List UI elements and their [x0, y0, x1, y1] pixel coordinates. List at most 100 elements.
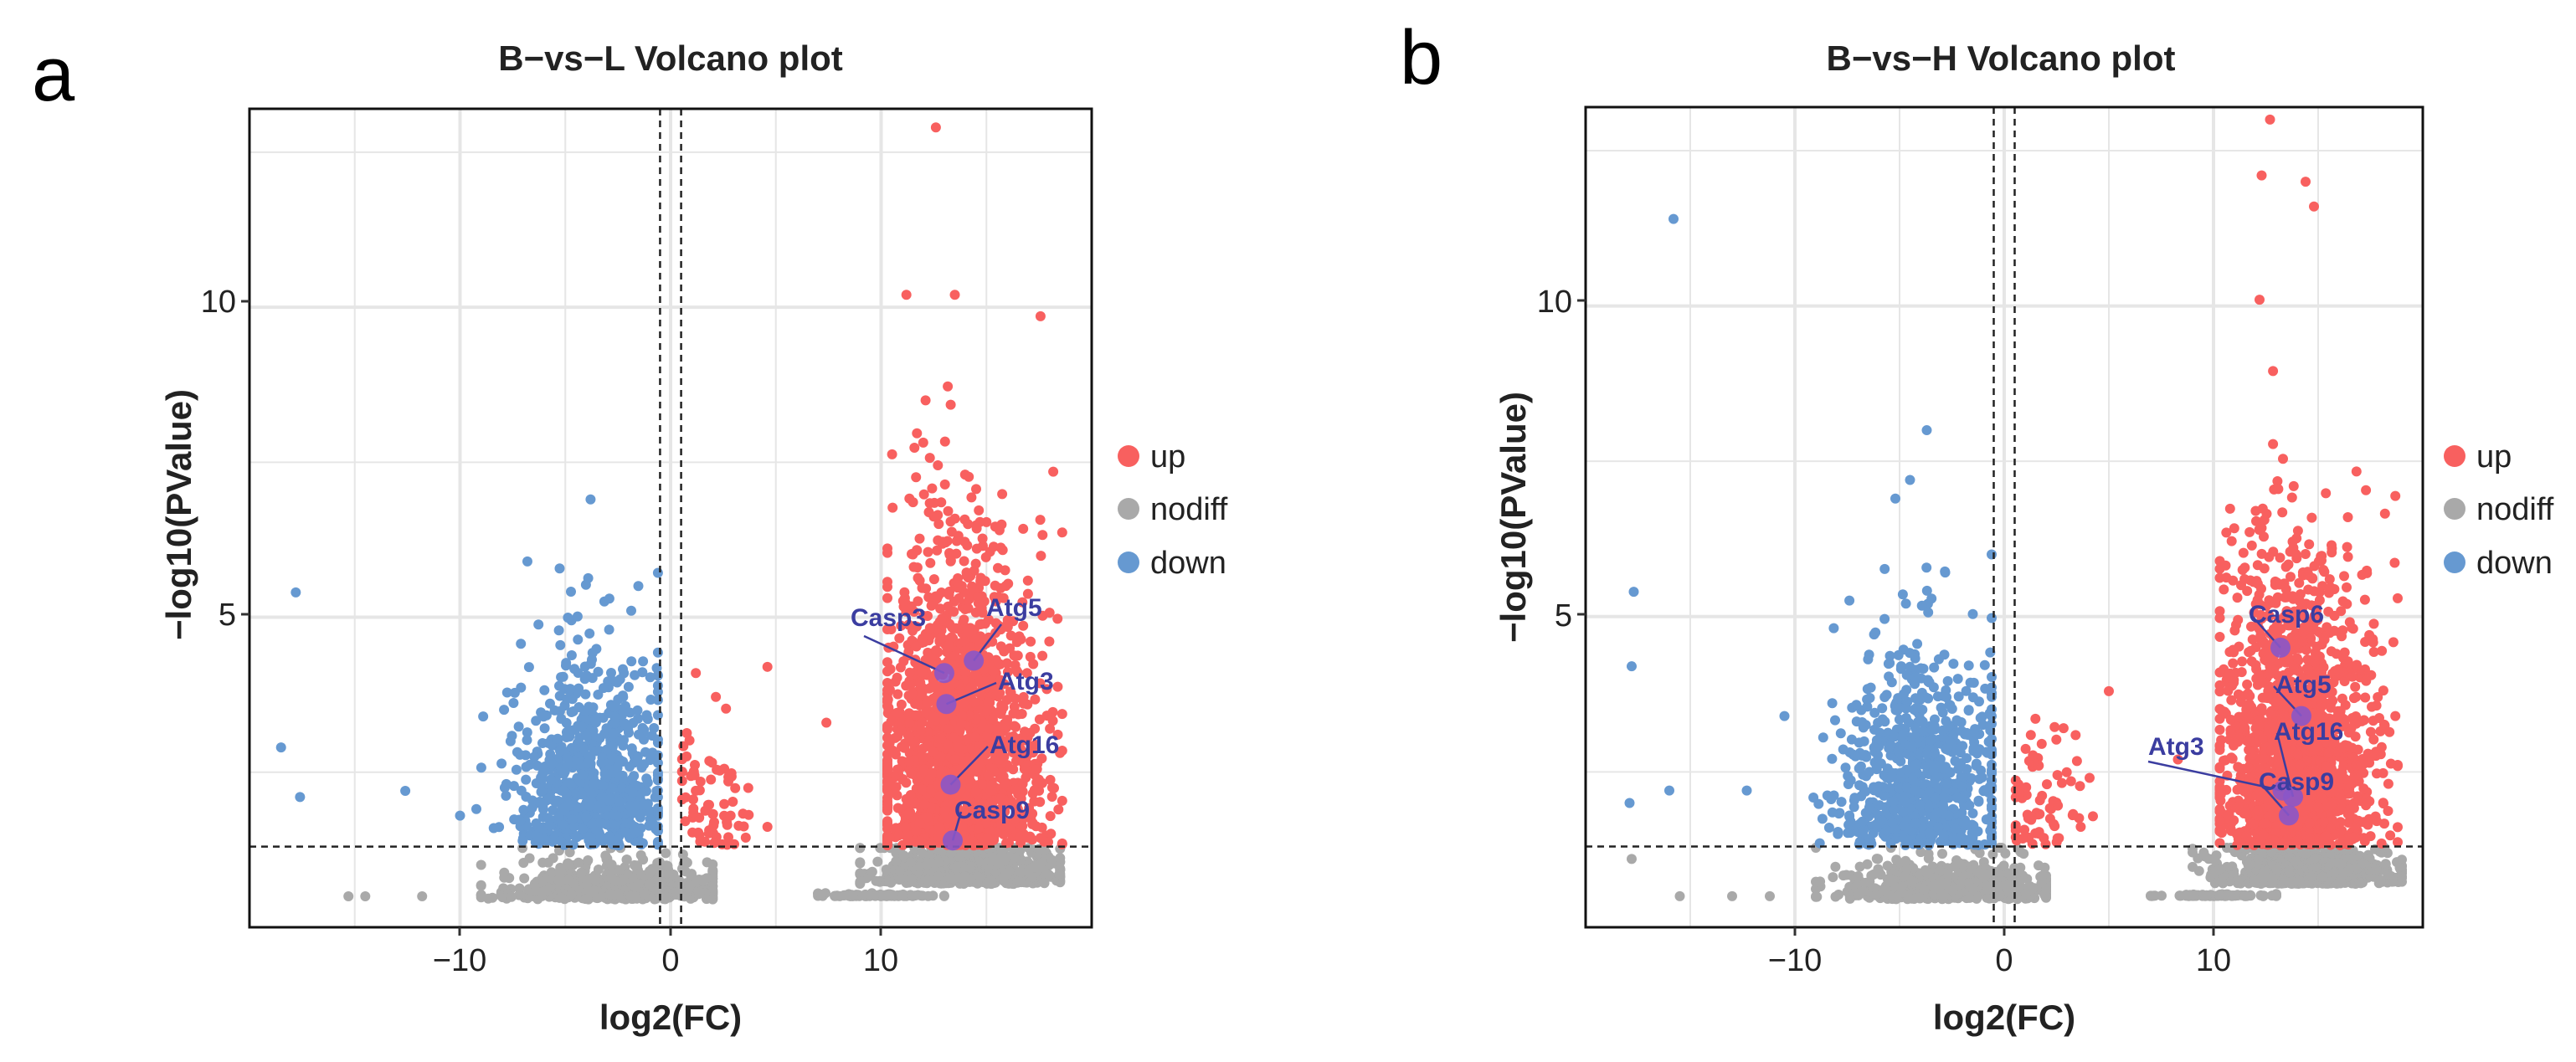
point-up	[945, 516, 956, 527]
point-up	[990, 521, 1000, 532]
point-down	[594, 733, 605, 744]
point-down	[521, 774, 532, 785]
point-nodiff	[886, 877, 897, 888]
point-down	[533, 832, 544, 843]
point-nodiff	[1947, 885, 1958, 895]
point-down	[601, 723, 612, 734]
point-down	[642, 777, 653, 788]
point-up	[919, 799, 930, 810]
point-down	[652, 647, 663, 658]
point-up	[887, 745, 898, 756]
point-nodiff	[1906, 876, 1917, 887]
point-up	[977, 533, 988, 544]
point-nodiff	[816, 890, 827, 900]
point-down	[587, 673, 598, 684]
point-up	[916, 725, 927, 736]
point-up	[924, 453, 935, 464]
point-up	[1000, 778, 1010, 789]
point-down	[613, 694, 624, 705]
legend-label-down-a: down	[1150, 546, 1226, 581]
point-up	[906, 768, 917, 779]
point-down	[614, 674, 625, 685]
point-down	[501, 687, 512, 698]
x-axis-a: −10 0 10 log2(FC)	[433, 927, 898, 1037]
point-nodiff	[538, 876, 548, 887]
point-nodiff	[587, 873, 598, 884]
point-nodiff	[2037, 870, 2047, 881]
point-nodiff	[573, 857, 584, 868]
gene-label-casp9: Casp9	[954, 797, 1030, 824]
point-up	[979, 576, 990, 587]
point-nodiff	[866, 866, 877, 877]
point-up	[945, 399, 956, 410]
point-down	[630, 670, 640, 680]
point-up	[882, 543, 892, 554]
point-up	[1039, 836, 1050, 847]
point-up	[971, 484, 981, 495]
point-nodiff	[1036, 858, 1046, 869]
point-up	[920, 395, 931, 406]
point-down	[566, 707, 577, 717]
point-up	[927, 767, 938, 778]
point-up	[894, 633, 905, 644]
point-down	[517, 835, 528, 846]
point-down	[562, 694, 573, 705]
point-up	[730, 782, 741, 793]
point-down	[512, 746, 522, 757]
point-nodiff	[518, 858, 529, 868]
point-up	[918, 489, 929, 500]
point-down	[612, 762, 623, 773]
point-up	[1044, 608, 1055, 618]
point-down	[533, 619, 544, 630]
point-up	[949, 606, 959, 617]
point-down	[573, 634, 584, 645]
point-nodiff	[855, 868, 866, 879]
point-up	[949, 290, 960, 300]
point-down	[637, 722, 648, 733]
point-up	[944, 640, 954, 651]
point-up	[762, 822, 773, 832]
point-nodiff	[996, 845, 1007, 856]
point-up	[1018, 620, 1029, 631]
point-nodiff	[922, 859, 933, 870]
point-nodiff	[644, 879, 655, 890]
point-up	[1022, 575, 1033, 586]
point-up	[904, 717, 915, 728]
point-up	[707, 757, 717, 768]
point-nodiff	[694, 887, 705, 898]
point-down	[638, 656, 649, 667]
point-up	[912, 428, 923, 439]
point-nodiff	[871, 875, 882, 886]
point-up	[1012, 650, 1023, 661]
point-up	[1021, 772, 1031, 783]
point-nodiff	[625, 890, 636, 901]
point-up	[964, 593, 974, 604]
point-nodiff	[596, 891, 607, 902]
point-up	[983, 770, 994, 781]
point-nodiff	[629, 859, 640, 870]
point-up	[982, 833, 993, 844]
point-nodiff	[702, 857, 712, 868]
point-down	[531, 818, 542, 829]
point-up	[1037, 650, 1048, 661]
point-down	[536, 787, 547, 798]
point-down	[598, 683, 609, 694]
point-nodiff	[661, 848, 671, 859]
point-down	[531, 716, 542, 726]
point-down	[587, 654, 597, 665]
point-down	[558, 671, 568, 682]
point-nodiff	[1023, 843, 1034, 854]
point-down	[652, 750, 663, 761]
point-nodiff	[588, 886, 599, 897]
point-up	[1000, 581, 1011, 592]
point-up	[887, 449, 897, 459]
point-up	[1035, 515, 1046, 526]
point-up	[1036, 551, 1046, 562]
point-up	[963, 603, 974, 613]
point-down	[553, 733, 563, 744]
point-nodiff	[1994, 890, 2005, 900]
point-nodiff	[864, 890, 875, 900]
point-nodiff	[600, 850, 611, 861]
point-nodiff	[986, 856, 997, 867]
point-down	[589, 778, 599, 789]
